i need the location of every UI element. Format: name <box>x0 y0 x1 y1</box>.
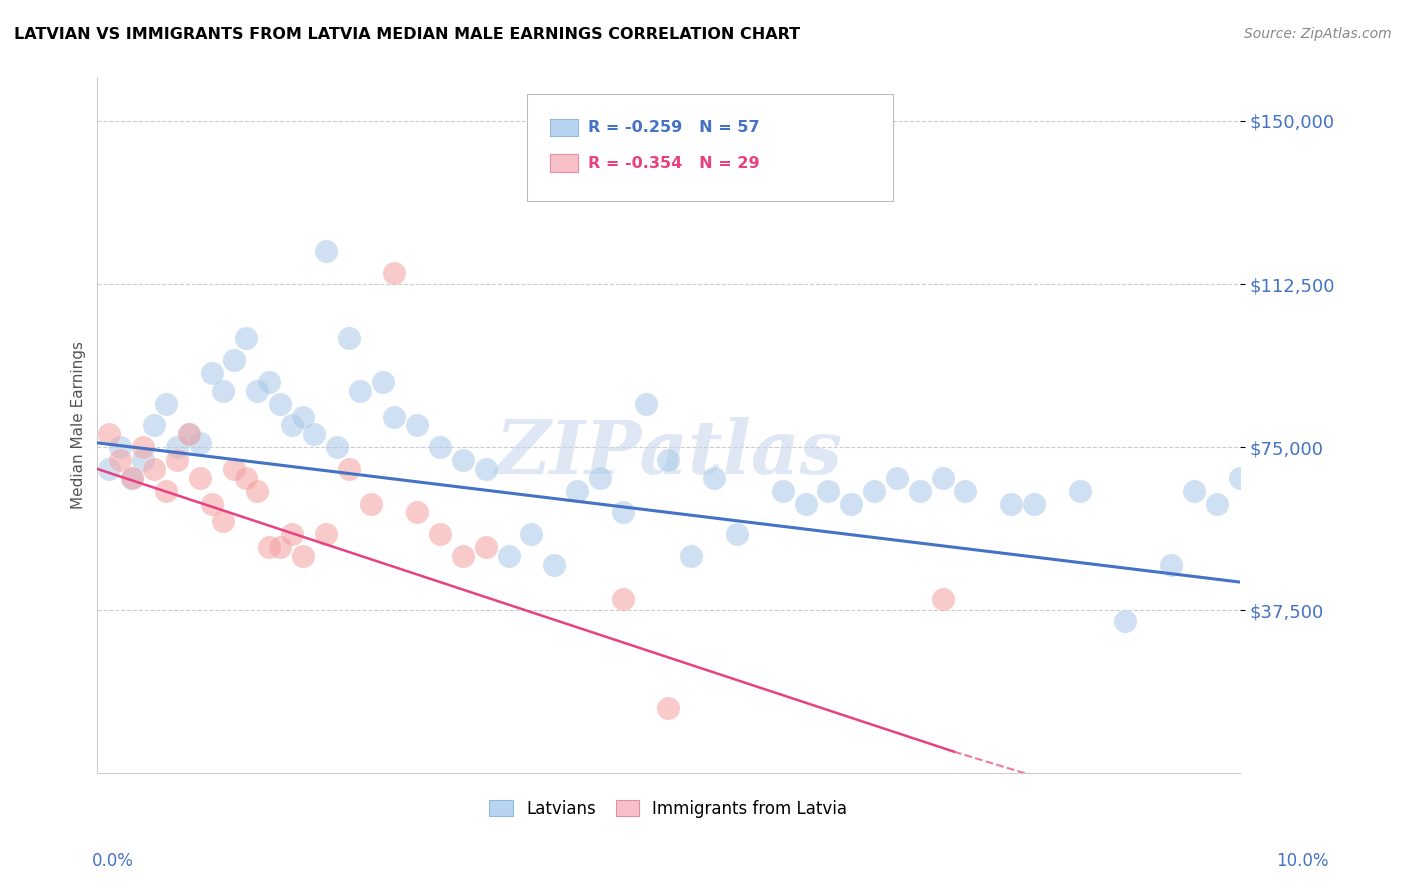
Point <box>315 244 337 259</box>
Text: Source: ZipAtlas.com: Source: ZipAtlas.com <box>1244 27 1392 41</box>
Point <box>360 497 382 511</box>
Point <box>337 331 360 345</box>
Point <box>772 483 794 498</box>
Point <box>371 375 394 389</box>
Point <box>794 497 817 511</box>
Point <box>612 592 634 607</box>
Point <box>474 462 496 476</box>
Point <box>520 527 543 541</box>
Point <box>235 470 257 484</box>
Point <box>315 527 337 541</box>
Point <box>291 549 314 563</box>
Point <box>200 497 222 511</box>
Point <box>589 470 612 484</box>
Text: 10.0%: 10.0% <box>1277 852 1329 870</box>
Point <box>188 470 211 484</box>
Legend: Latvians, Immigrants from Latvia: Latvians, Immigrants from Latvia <box>482 793 855 824</box>
Point <box>166 453 188 467</box>
Point <box>121 470 143 484</box>
Point <box>1182 483 1205 498</box>
Point <box>224 462 246 476</box>
Point <box>955 483 977 498</box>
Point <box>280 418 302 433</box>
Point <box>406 505 429 519</box>
Point <box>269 540 291 554</box>
Point <box>474 540 496 554</box>
Point <box>931 470 953 484</box>
Text: R = -0.354   N = 29: R = -0.354 N = 29 <box>588 156 759 170</box>
Text: LATVIAN VS IMMIGRANTS FROM LATVIA MEDIAN MALE EARNINGS CORRELATION CHART: LATVIAN VS IMMIGRANTS FROM LATVIA MEDIAN… <box>14 27 800 42</box>
Point <box>235 331 257 345</box>
Point <box>97 427 120 442</box>
Y-axis label: Median Male Earnings: Median Male Earnings <box>72 342 86 509</box>
Point <box>1160 558 1182 572</box>
Point <box>108 440 131 454</box>
Point <box>177 427 200 442</box>
Point <box>931 592 953 607</box>
Point <box>1022 497 1045 511</box>
Point <box>291 409 314 424</box>
Point <box>1114 614 1136 628</box>
Point <box>1205 497 1227 511</box>
Point <box>143 418 166 433</box>
Point <box>155 397 177 411</box>
Point <box>246 483 269 498</box>
Point <box>166 440 188 454</box>
Point <box>200 366 222 380</box>
Point <box>657 701 679 715</box>
Point <box>280 527 302 541</box>
Point <box>703 470 725 484</box>
Point <box>121 470 143 484</box>
Point <box>681 549 703 563</box>
Point <box>177 427 200 442</box>
Point <box>212 514 235 528</box>
Point <box>382 409 405 424</box>
Point <box>498 549 520 563</box>
Point <box>839 497 862 511</box>
Point <box>349 384 371 398</box>
Point <box>429 440 451 454</box>
Point <box>817 483 839 498</box>
Point <box>304 427 326 442</box>
Point <box>565 483 588 498</box>
Text: ZIPatlas: ZIPatlas <box>495 417 842 490</box>
Point <box>543 558 565 572</box>
Point <box>406 418 429 433</box>
Point <box>1229 470 1251 484</box>
Point <box>863 483 886 498</box>
Point <box>143 462 166 476</box>
Point <box>634 397 657 411</box>
Point <box>725 527 748 541</box>
Point <box>657 453 679 467</box>
Text: R = -0.259   N = 57: R = -0.259 N = 57 <box>588 120 759 135</box>
Point <box>132 453 155 467</box>
Point <box>155 483 177 498</box>
Point <box>612 505 634 519</box>
Point <box>451 453 474 467</box>
Point <box>326 440 349 454</box>
Point <box>451 549 474 563</box>
Point <box>1000 497 1022 511</box>
Point <box>908 483 931 498</box>
Point <box>269 397 291 411</box>
Point <box>246 384 269 398</box>
Point <box>382 266 405 280</box>
Point <box>108 453 131 467</box>
Text: 0.0%: 0.0% <box>91 852 134 870</box>
Point <box>886 470 908 484</box>
Point <box>224 353 246 368</box>
Point <box>212 384 235 398</box>
Point <box>188 435 211 450</box>
Point <box>1069 483 1091 498</box>
Point <box>257 375 280 389</box>
Point <box>132 440 155 454</box>
Point <box>97 462 120 476</box>
Point <box>337 462 360 476</box>
Point <box>429 527 451 541</box>
Point <box>257 540 280 554</box>
